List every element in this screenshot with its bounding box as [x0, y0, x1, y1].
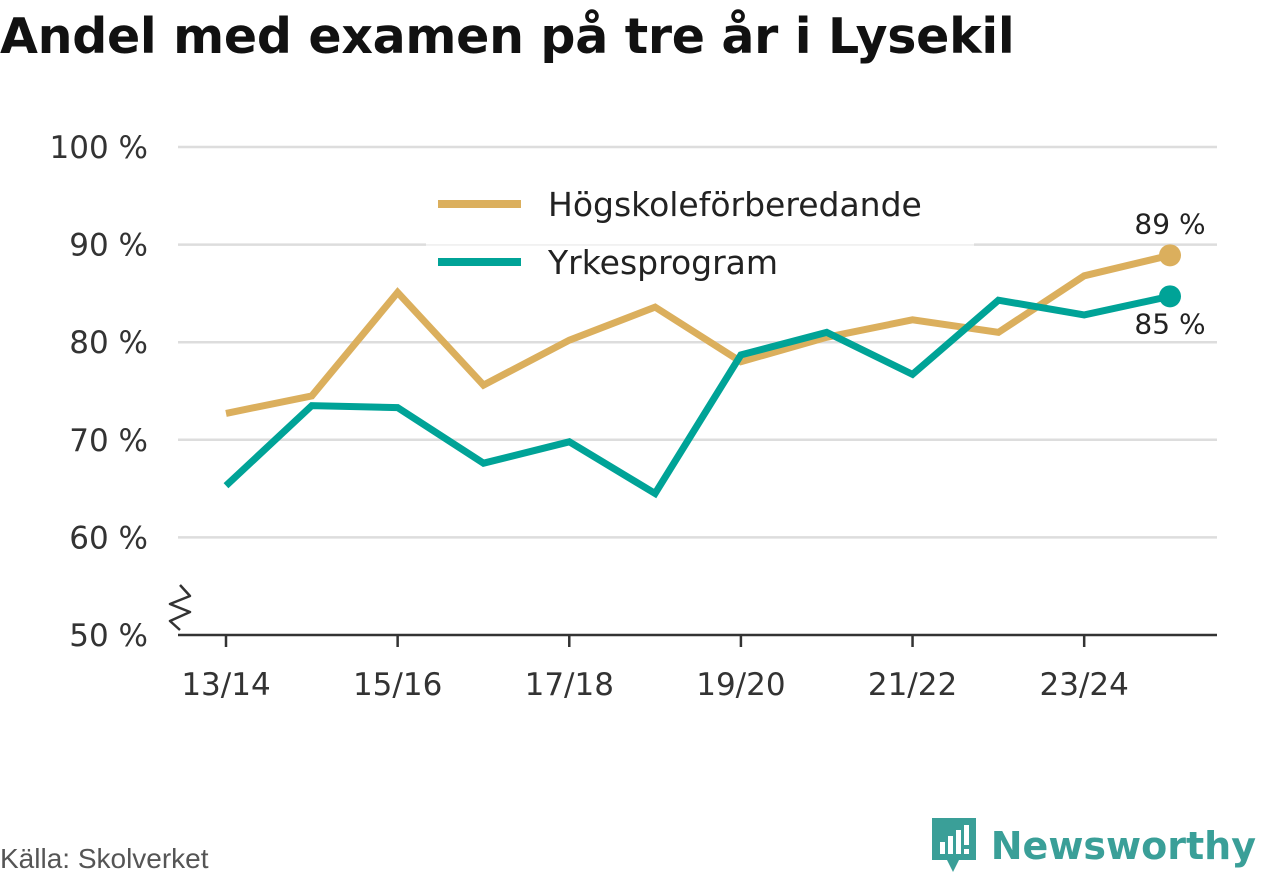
x-tick-label: 23/24 — [1040, 667, 1129, 703]
series-line — [223, 292, 1171, 499]
x-axis: 13/14 15/16 17/18 19/20 21/22 23/24 — [178, 633, 1217, 703]
x-tick-label: 15/16 — [353, 667, 442, 703]
logo-text: Newsworthy — [990, 824, 1256, 868]
x-tick-label: 13/14 — [181, 667, 270, 703]
x-tick-label: 21/22 — [868, 667, 957, 703]
logo-icon — [931, 818, 976, 872]
y-tick-label: 50 % — [69, 618, 148, 654]
y-tick-label: 100 % — [50, 130, 148, 166]
series-lines — [223, 244, 1181, 499]
legend-label: Yrkesprogram — [547, 243, 778, 282]
series-line — [225, 251, 1171, 417]
source-text: Källa: Skolverket — [0, 843, 209, 874]
y-tick-label: 60 % — [69, 520, 148, 556]
y-tick-label: 90 % — [69, 228, 148, 264]
series-end-point — [1159, 244, 1181, 267]
newsworthy-logo[interactable]: Newsworthy — [929, 815, 1256, 877]
x-tick-label: 19/20 — [696, 667, 785, 703]
end-labels: 89 % 85 % — [1134, 207, 1205, 340]
axis-break-icon — [168, 584, 192, 631]
legend: Högskoleförberedande Yrkesprogram — [426, 178, 974, 288]
y-tick-label: 70 % — [69, 423, 148, 459]
legend-label: Högskoleförberedande — [548, 185, 922, 224]
axis-break-zigzag — [168, 584, 192, 631]
line-chart: 50 % 60 % 70 % 80 % 90 % 100 % 13/14 15/16 17/1… — [50, 130, 1217, 703]
end-value-label: 85 % — [1134, 307, 1205, 340]
chart-title: Andel med examen på tre år i Lysekil — [0, 8, 1015, 65]
y-tick-labels: 50 % 60 % 70 % 80 % 90 % 100 % — [50, 130, 148, 654]
x-tick-label: 17/18 — [525, 667, 614, 703]
end-value-label: 89 % — [1134, 207, 1205, 240]
legend-background — [426, 178, 974, 244]
series-end-point — [1159, 285, 1181, 308]
y-tick-label: 80 % — [69, 325, 148, 361]
